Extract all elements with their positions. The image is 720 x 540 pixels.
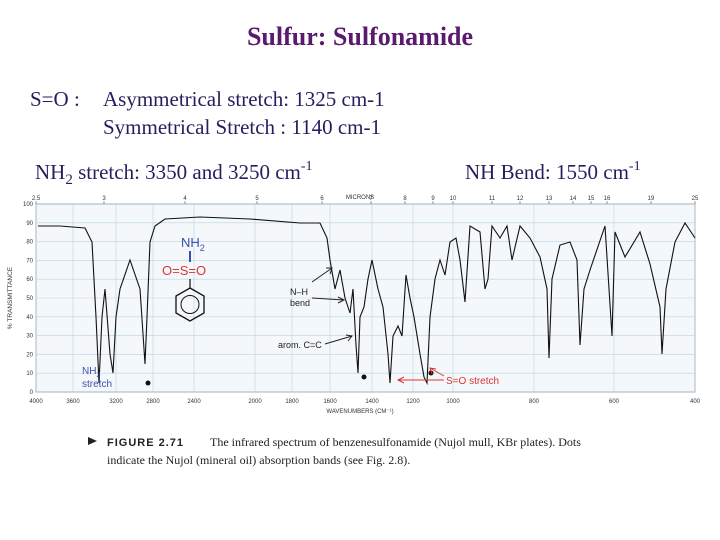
x-tick-label: 1600: [323, 399, 337, 405]
top-tick-label: 16: [604, 196, 611, 202]
arom-label: arom. C=C: [278, 340, 322, 350]
y-tick-label: 40: [26, 315, 33, 321]
top-tick-label: 8: [403, 196, 407, 202]
x-axis-title: WAVENUMBERS (CM⁻¹): [326, 409, 393, 415]
nh2-label: NH2: [181, 235, 205, 253]
top-tick-label: 10: [450, 196, 457, 202]
top-tick-label: 25: [692, 196, 699, 202]
top-tick-label: 12: [517, 196, 524, 202]
x-tick-label: 1000: [446, 399, 460, 405]
top-tick-label: 4: [183, 196, 187, 202]
caption-text: indicate the Nujol (mineral oil) absorpt…: [107, 453, 410, 467]
so-label: S=O :: [30, 87, 80, 111]
oso-label: O=S=O: [162, 263, 206, 278]
y-tick-label: 70: [26, 258, 33, 264]
top-tick-label: 14: [570, 196, 577, 202]
top-tick-label: 13: [546, 196, 553, 202]
x-tick-label: 1800: [285, 399, 299, 405]
x-tick-label: 1200: [406, 399, 420, 405]
x-tick-label: 400: [690, 399, 701, 405]
benzene-ring: [180, 295, 200, 314]
arrow: [396, 367, 445, 384]
y-tick-label: 60: [26, 277, 33, 283]
nh-bend-label: bend: [290, 298, 310, 308]
nujol-dot: [361, 374, 367, 380]
so-stretch-label: S=O stretch: [446, 376, 499, 387]
nujol-dot: [428, 370, 434, 376]
arrow: [324, 334, 353, 345]
caption-marker: [88, 437, 97, 445]
top-tick-label: 5: [255, 196, 259, 202]
top-tick-label: 15: [588, 196, 595, 202]
nujol-dot: [145, 380, 151, 386]
y-tick-label: 10: [26, 371, 33, 377]
x-tick-label: 3600: [66, 399, 80, 405]
caption-label: FIGURE 2.71: [107, 437, 184, 449]
nh2-stretch-label: NH2 stretch: [82, 366, 112, 390]
caption-text: The infrared spectrum of benzenesulfonam…: [210, 435, 581, 449]
so-asym: Asymmetrical stretch: 1325 cm-1: [103, 87, 385, 111]
x-tick-label: 800: [529, 399, 540, 405]
slide-title: Sulfur: Sulfonamide: [247, 22, 473, 51]
top-tick-label: 9: [431, 196, 435, 202]
top-tick-label: 7: [369, 196, 373, 202]
arrow: [311, 267, 346, 304]
y-tick-label: 0: [30, 390, 34, 396]
so-sym: Symmetrical Stretch : 1140 cm-1: [103, 115, 381, 139]
y-tick-label: 80: [26, 240, 33, 246]
y-tick-label: 20: [26, 352, 33, 358]
y-axis-title: % TRANSMITTANCE: [7, 266, 14, 329]
nh-stretch: NH2 stretch: 3350 and 3250 cm-1: [35, 159, 313, 188]
x-tick-label: 2400: [187, 399, 201, 405]
top-tick-label: 19: [648, 196, 655, 202]
y-tick-label: 50: [26, 296, 33, 302]
x-tick-label: 3200: [109, 399, 123, 405]
benzene-ring: [175, 287, 205, 322]
x-tick-label: 1400: [365, 399, 379, 405]
x-tick-label: 2000: [248, 399, 262, 405]
x-tick-label: 600: [609, 399, 620, 405]
top-tick-label: 3: [102, 196, 106, 202]
x-tick-label: 4000: [29, 399, 43, 405]
spectrum-curve: [38, 216, 696, 386]
y-tick-label: 90: [26, 221, 33, 227]
top-tick-label: 11: [489, 196, 496, 202]
top-tick-label: 2.5: [32, 196, 41, 202]
top-axis-title: MICRONS: [346, 195, 374, 201]
y-tick-label: 100: [23, 202, 34, 208]
y-tick-label: 30: [26, 334, 33, 340]
nh-bend: NH Bend: 1550 cm-1: [465, 159, 641, 184]
nh-bend-label: N–H: [290, 287, 308, 297]
top-tick-label: 6: [320, 196, 324, 202]
spectrum: MICRONS % TRANSMITTANCE WAVENUMBERS (CM⁻…: [7, 195, 701, 415]
x-tick-label: 2800: [146, 399, 160, 405]
